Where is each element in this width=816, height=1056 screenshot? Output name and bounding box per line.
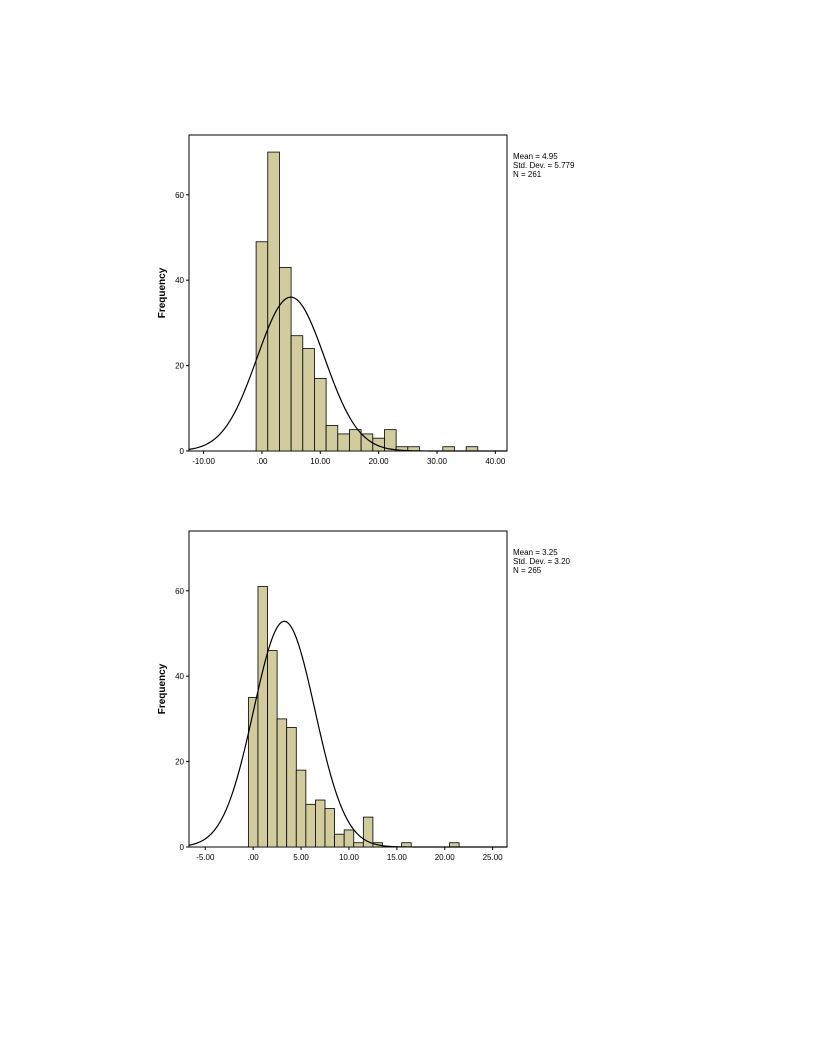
y-tick-label: 40 — [175, 672, 184, 681]
stat-sd-1: Std. Dev. = 5.779 — [513, 161, 575, 170]
normal-curve-2 — [188, 620, 507, 848]
histogram-bar — [337, 433, 350, 452]
histogram-bar — [286, 727, 297, 848]
x-tick-label: 20.00 — [435, 853, 456, 862]
x-tick-label: 10.00 — [339, 853, 360, 862]
histogram-bar — [279, 266, 292, 452]
bars-1 — [255, 151, 479, 452]
histogram-bar — [247, 697, 259, 848]
histogram-bar — [305, 803, 316, 848]
stat-mean-2: Mean = 3.25 — [513, 548, 558, 557]
histogram-bar — [465, 446, 479, 452]
y-axis-label-2: Frequency — [157, 663, 168, 714]
histogram-bar — [442, 446, 455, 452]
normal-curve-1 — [188, 296, 507, 452]
histogram-bar — [324, 808, 335, 848]
histogram-bar — [343, 829, 355, 848]
stat-mean-1: Mean = 4.95 — [513, 152, 558, 161]
histogram-bar — [325, 424, 339, 452]
x-tick-label: 5.00 — [293, 853, 309, 862]
histogram-bar — [267, 650, 278, 848]
histogram-bar — [353, 842, 364, 848]
histogram-bar — [267, 151, 280, 452]
x-tick-label: .00 — [256, 457, 268, 466]
y-tick-label: 20 — [175, 362, 184, 371]
stat-n-2: N = 265 — [513, 566, 542, 575]
x-tick-label: .00 — [248, 853, 260, 862]
y-tick-label: 0 — [180, 447, 185, 456]
histogram-bar — [255, 241, 269, 452]
histogram-bar — [290, 335, 304, 452]
x-tick-label: 20.00 — [369, 457, 390, 466]
x-tick-label: 10.00 — [310, 457, 331, 466]
x-tick-label: 40.00 — [485, 457, 506, 466]
histogram-bar — [257, 586, 268, 848]
stat-sd-2: Std. Dev. = 3.20 — [513, 557, 571, 566]
ticks-1: -10.00 .00 10.00 20.00 30.00 40.00 0 20 40 60 — [175, 191, 506, 466]
y-tick-label: 20 — [175, 758, 184, 767]
x-tick-label: 30.00 — [427, 457, 448, 466]
x-tick-label: 15.00 — [387, 853, 408, 862]
x-tick-label: -10.00 — [192, 457, 215, 466]
histogram-bar — [349, 429, 362, 452]
plot-frame-2 — [188, 530, 508, 848]
y-tick-label: 40 — [175, 276, 184, 285]
histogram-1: Frequency Mean = 4.95 Std. Dev. = 5.779 … — [157, 134, 575, 466]
y-tick-label: 0 — [180, 843, 185, 852]
bars-2 — [247, 586, 460, 848]
x-tick-label: -5.00 — [196, 853, 215, 862]
histogram-bar — [302, 348, 315, 452]
histogram-bar — [276, 718, 288, 848]
histogram-bar — [295, 769, 307, 848]
histogram-bar — [334, 833, 345, 848]
histogram-2: Frequency Mean = 3.25 Std. Dev. = 3.20 N… — [157, 530, 571, 862]
y-tick-label: 60 — [175, 587, 184, 596]
histogram-bar — [362, 816, 374, 848]
ticks-2: -5.00 .00 5.00 10.00 15.00 20.00 25.00 0 20 40 60 — [175, 587, 503, 862]
histogram-bar — [384, 429, 397, 452]
histogram-bar — [315, 799, 326, 848]
histogram-bar — [449, 842, 460, 848]
x-tick-label: 25.00 — [483, 853, 504, 862]
y-axis-label-1: Frequency — [157, 267, 168, 318]
plot-frame-1 — [188, 134, 508, 452]
histogram-bar — [314, 378, 327, 452]
y-tick-label: 60 — [175, 191, 184, 200]
stat-n-1: N = 261 — [513, 170, 542, 179]
